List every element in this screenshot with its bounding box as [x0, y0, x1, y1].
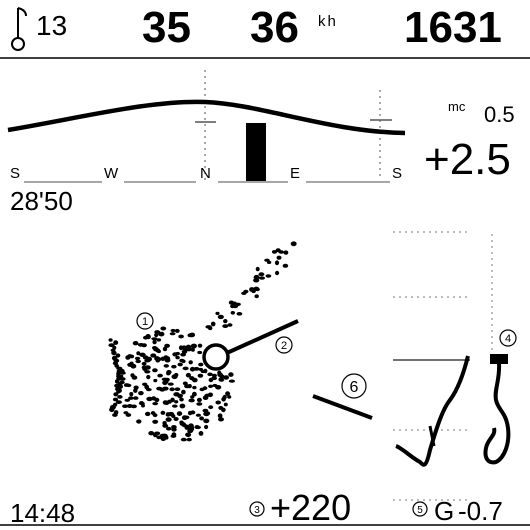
compass-label-s-right: S — [392, 165, 403, 182]
altitude: 1631 — [404, 3, 502, 52]
marker-1-label: 1 — [142, 316, 148, 328]
wind-sock-icon — [11, 7, 27, 51]
heading-bar — [246, 123, 266, 181]
marker-2-circle — [275, 336, 293, 354]
compass-guides — [195, 70, 392, 180]
averager-trace — [483, 363, 511, 465]
marker-2-label: 2 — [281, 340, 287, 352]
thermal-center-marker — [202, 343, 230, 371]
satellite-count: 13 — [36, 10, 68, 41]
marker-1-circle — [136, 312, 154, 330]
marker-3-label: 3 — [254, 505, 260, 516]
thermal-direction-line — [217, 319, 299, 359]
wind-vector-line — [312, 394, 373, 420]
compass-label-s-left: S — [10, 165, 21, 182]
g-value: -0.7 — [458, 496, 503, 526]
wind-curve — [7, 99, 406, 136]
marker-6-circle — [341, 373, 367, 399]
compass-label-w: W — [104, 165, 119, 182]
speed-unit: kh — [318, 13, 338, 30]
ground-speed: 36 — [250, 3, 299, 52]
g-label: G — [434, 496, 455, 526]
flight-time: 28'50 — [10, 186, 73, 216]
averager-cap — [490, 354, 508, 364]
mc-value: 0.5 — [484, 102, 515, 127]
clock: 14:48 — [10, 498, 76, 528]
marker-3-circle — [249, 501, 265, 517]
vario-grid — [393, 231, 493, 501]
compass-label-n: N — [200, 165, 211, 182]
altitude-gain: +220 — [270, 487, 352, 528]
vario-trace — [395, 355, 470, 467]
marker-6-label: 6 — [350, 379, 359, 396]
compass-label-e: E — [290, 165, 301, 182]
marker-5-circle — [412, 501, 428, 517]
marker-4-label: 4 — [505, 333, 511, 345]
mc-label: mc — [448, 99, 466, 114]
vario-trace-tick — [428, 425, 436, 447]
altitude-small: 35 — [142, 3, 191, 52]
average-vario: +2.5 — [424, 135, 511, 184]
marker-4-circle — [499, 329, 517, 347]
marker-5-label: 5 — [417, 505, 423, 516]
thermal-point-cloud — [108, 241, 297, 442]
